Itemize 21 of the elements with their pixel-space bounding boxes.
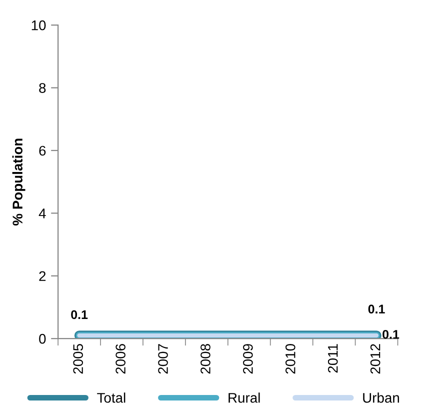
x-tick-label: 2007 bbox=[158, 344, 168, 374]
data-label: 0.1 bbox=[71, 310, 88, 320]
x-tick-label: 2011 bbox=[328, 344, 338, 373]
y-tick-label: 2 bbox=[39, 271, 46, 281]
y-tick-label: 0 bbox=[39, 334, 46, 344]
x-tick-label: 2012 bbox=[370, 344, 380, 374]
legend-label: Urban bbox=[363, 392, 399, 403]
y-tick-label: 4 bbox=[38, 208, 46, 218]
y-tick-label: 8 bbox=[39, 83, 46, 93]
legend-label: Rural bbox=[228, 392, 260, 403]
y-tick-label: 6 bbox=[39, 146, 46, 156]
data-label: 0.1 bbox=[382, 330, 400, 339]
x-tick-label: 2005 bbox=[73, 344, 84, 374]
y-axis-title: % Population bbox=[12, 138, 26, 226]
x-tick-label: 2009 bbox=[243, 344, 253, 374]
x-tick-label: 2010 bbox=[285, 344, 296, 374]
data-label: 0.1 bbox=[368, 304, 385, 314]
legend-label: Total bbox=[97, 392, 126, 403]
x-tick-label: 2006 bbox=[116, 344, 126, 374]
x-tick-label: 2008 bbox=[200, 344, 210, 374]
y-tick-label: 10 bbox=[32, 20, 46, 30]
